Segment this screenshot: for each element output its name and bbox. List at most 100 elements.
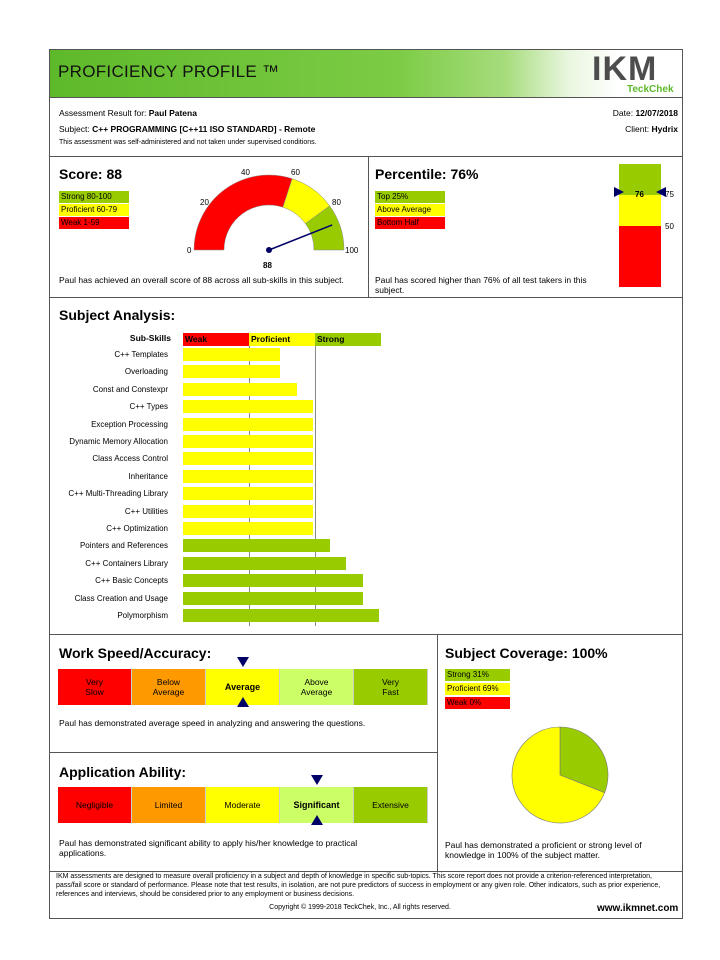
skill-label: Class Access Control [92,454,168,464]
candidate-line: Assessment Result for: Paul Patena [59,108,197,118]
skill-bar [183,417,314,431]
client-value: Hydrix [651,124,678,134]
score-legend-weak: Weak 1-59 [59,217,129,229]
skill-label: C++ Multi-Threading Library [68,489,168,499]
skill-label: Polymorphism [117,611,168,620]
coverage-legend-proficient: Proficient 69% [445,683,510,695]
grid-line [315,346,316,626]
date-value: 12/07/2018 [635,108,678,118]
subject-label: Subject: [59,124,90,134]
skill-label: Const and Constexpr [92,384,168,394]
skill-bar [183,452,314,466]
application-segment: Negligible [58,787,132,823]
skill-bar [183,348,281,361]
skill-label: Overloading [124,367,168,377]
percentile-zone-above [619,195,661,226]
pie-proficient-slice [511,726,606,824]
date-label: Date: [612,108,634,118]
speed-scale: Very Slow Below Average Average Above Avera… [58,657,428,707]
application-summary: Paul has demonstrated significant abilit… [59,838,358,858]
skill-label: Exception Processing [91,419,168,429]
skill-label: C++ Basic Concepts [95,576,168,586]
skill-bar [183,487,314,501]
gauge-needle-label: 88 [263,261,272,270]
skill-bar [183,574,363,588]
marker-left-arrow [614,187,624,197]
coverage-title: Subject Coverage: 100% [445,645,608,661]
score-gauge [193,174,345,253]
coverage-legend-weak: Weak 0% [445,697,510,709]
marker-right-arrow [656,187,666,197]
subject-line: Subject: C++ PROGRAMMING [C++11 ISO STAN… [59,124,315,134]
subject-analysis-title: Subject Analysis: [59,307,176,323]
gauge-tick-20: 20 [200,198,209,207]
speed-segment: Very Slow [58,669,132,705]
coverage-pie [511,726,609,824]
skill-bar [183,504,314,518]
skill-bar [183,365,281,379]
gauge-tick-60: 60 [291,168,300,177]
candidate-name: Paul Patena [148,108,197,118]
grid-line [249,346,250,626]
gauge-tick-0: 0 [187,246,192,255]
client-line: Client: Hydrix [625,124,678,134]
skill-label: Inheritance [128,471,168,481]
score-title: Score: 88 [59,166,123,182]
skill-bar [183,609,380,622]
sub-skills-header: Sub-Skills [129,333,171,343]
logo: IKM [592,50,658,88]
supervision-note: This assessment was self-administered an… [59,139,317,146]
result-label: Assessment Result for: [59,108,147,118]
skill-label: C++ Templates [114,350,168,359]
client-label: Client: [625,124,650,134]
skill-bar [183,469,314,483]
application-top-arrow [311,775,323,785]
report-title: PROFICIENCY PROFILE ™ [58,62,280,81]
application-bottom-arrow [311,815,323,825]
divider [50,156,682,157]
level-weak: Weak [183,333,249,346]
percentile-zone-bottom [619,226,661,287]
skill-bar [183,591,363,605]
application-indicator [311,775,323,825]
level-proficient: Proficient [249,333,315,346]
coverage-summary: Paul has demonstrated a proficient or st… [445,840,642,860]
date-line: Date: 12/07/2018 [613,108,678,118]
percentile-legend-bottom: Bottom Half [375,217,445,229]
speed-bottom-arrow [237,697,249,707]
speed-top-arrow [237,657,249,667]
gauge-tick-100: 100 [345,246,359,255]
skill-label: Dynamic Memory Allocation [69,437,168,446]
percentile-zone-top [619,164,661,195]
percentile-legend-above: Above Average [375,204,445,216]
pie-strong-slice [559,726,609,794]
percentile-summary: Paul has scored higher than 76% of all t… [375,275,587,295]
skill-label: C++ Containers Library [85,558,168,568]
divider [50,297,682,298]
divider [368,156,369,297]
work-speed-title: Work Speed/Accuracy: [59,645,212,661]
report-frame [49,49,683,919]
percentile-marker [614,187,666,197]
percentile-title: Percentile: 76% [375,166,479,182]
skill-bar [183,400,314,414]
application-scale: Negligible Limited Moderate Significant Exte… [58,775,428,825]
gauge-tick-40: 40 [241,168,250,177]
gauge-needle-hub [266,247,272,253]
percentile-tick-50: 50 [665,222,674,231]
logo-subtitle: TeckChek [627,84,674,95]
score-legend-proficient: Proficient 60-79 [59,204,129,216]
skill-label: C++ Optimization [106,524,168,533]
divider [50,871,682,872]
skill-label: Class Creation and Usage [74,593,168,603]
skill-bar [183,556,347,570]
skill-bar [183,382,297,396]
website-link[interactable]: www.ikmnet.com [597,903,679,914]
percentile-bar [619,164,661,287]
percentile-tick-75: 75 [665,190,674,199]
divider [50,97,682,98]
speed-summary: Paul has demonstrated average speed in a… [59,718,366,728]
level-header: Weak Proficient Strong [183,333,381,346]
divider [50,634,682,635]
skill-label: C++ Utilities [124,506,168,516]
